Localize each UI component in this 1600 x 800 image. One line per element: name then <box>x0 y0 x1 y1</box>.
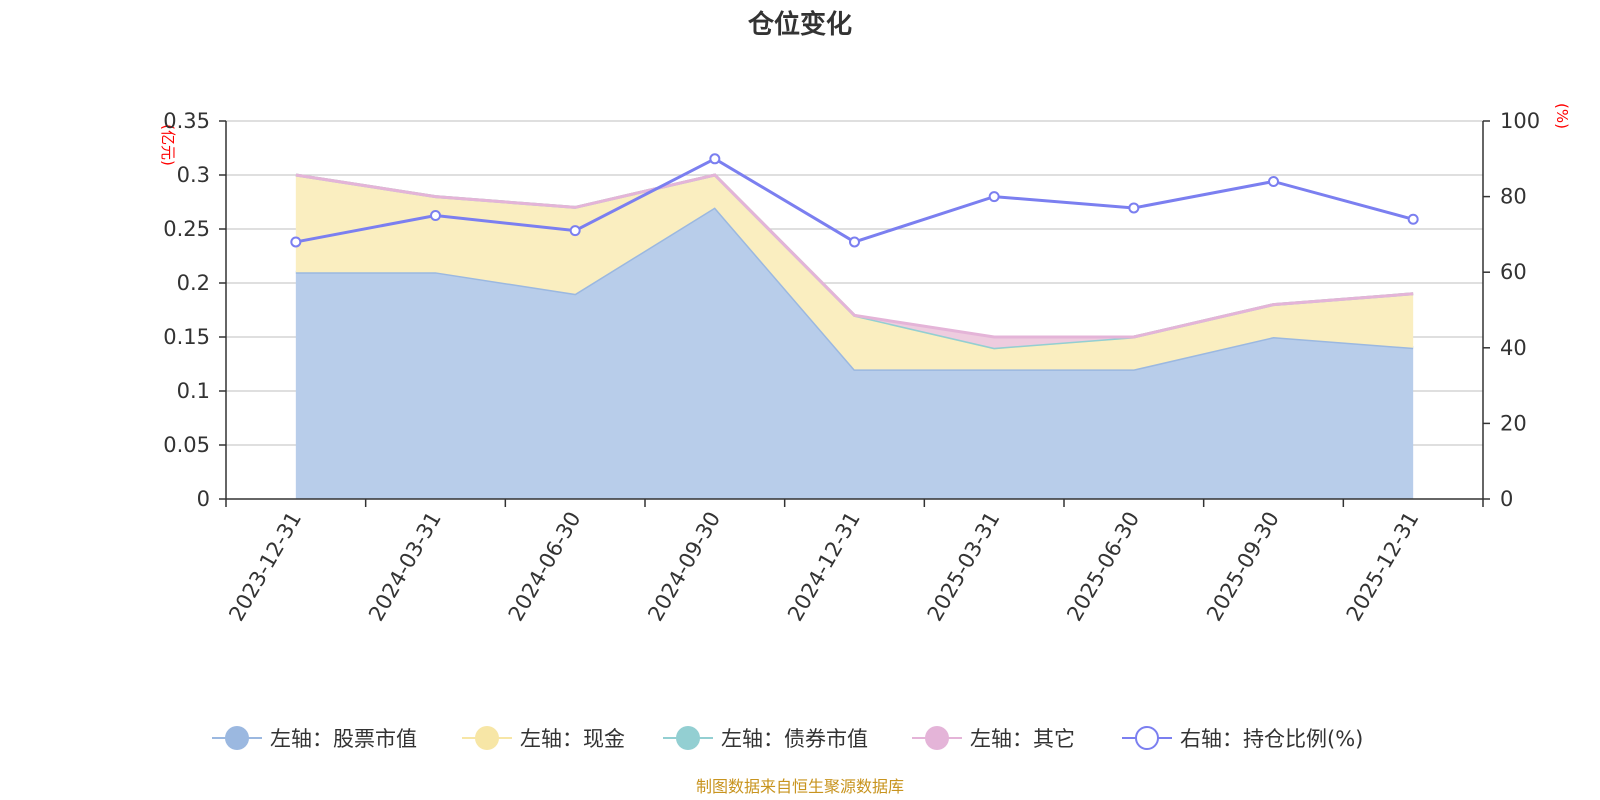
ratio-point <box>988 191 1000 203</box>
line-其它 <box>295 173 1414 339</box>
ratio-point <box>290 236 302 248</box>
right-tick-label: 100 <box>1500 109 1540 133</box>
legend-marker <box>475 726 499 750</box>
area-series <box>295 173 1414 499</box>
left-tick-label: 0.2 <box>177 271 210 295</box>
legend-item: 左轴：债券市值 <box>663 726 868 751</box>
legend-marker <box>1135 726 1159 750</box>
ratio-point <box>849 236 860 248</box>
ratio-point <box>1268 175 1279 187</box>
legend-label: 左轴：股票市值 <box>270 727 417 751</box>
ratio-point <box>430 210 441 221</box>
x-tick-label: 2025-12-31 <box>1342 508 1424 626</box>
x-tick-label: 2025-06-30 <box>1062 508 1144 626</box>
right-axis-unit: (%) <box>1553 103 1571 129</box>
left-tick-label: 0.05 <box>163 433 210 457</box>
left-tick-label: 0.1 <box>177 379 210 403</box>
right-tick-label: 40 <box>1500 336 1527 360</box>
left-axis-unit: (亿元) <box>159 124 177 166</box>
x-tick-label: 2025-03-31 <box>923 508 1005 626</box>
x-tick-label: 2024-06-30 <box>504 508 586 626</box>
chart-title: 仓位变化 <box>747 9 852 40</box>
left-tick-label: 0.15 <box>163 325 210 349</box>
x-tick-label: 2024-09-30 <box>643 508 725 626</box>
legend-marker <box>676 726 700 750</box>
legend: 左轴：股票市值 左轴：现金 左轴：债券市值 左轴：其它 右轴：持仓比例(%) <box>212 726 1363 751</box>
x-tick-label: 2024-12-31 <box>783 508 865 626</box>
x-tick-label: 2025-09-30 <box>1202 508 1284 626</box>
ratio-point <box>709 153 721 165</box>
legend-item: 左轴：其它 <box>912 726 1075 751</box>
left-tick-label: 0.3 <box>177 163 210 187</box>
legend-item: 右轴：持仓比例(%) <box>1122 726 1363 751</box>
area-现金 <box>295 175 1414 370</box>
legend-marker <box>225 726 249 750</box>
ratio-point <box>1128 202 1140 214</box>
data-source-note: 制图数据来自恒生聚源数据库 <box>696 777 904 796</box>
ratio-point <box>1407 213 1419 225</box>
legend-label: 左轴：债券市值 <box>721 727 868 751</box>
area-股票市值 <box>295 207 1414 499</box>
right-tick-label: 0 <box>1500 487 1513 511</box>
left-tick-label: 0 <box>197 487 210 511</box>
legend-item: 左轴：现金 <box>462 726 625 751</box>
right-tick-label: 20 <box>1500 411 1527 435</box>
x-tick-label: 2024-03-31 <box>364 508 446 626</box>
right-tick-label: 60 <box>1500 260 1527 284</box>
legend-label: 左轴：其它 <box>970 727 1075 751</box>
legend-label: 右轴：持仓比例(%) <box>1180 727 1363 751</box>
legend-label: 左轴：现金 <box>520 727 625 751</box>
ratio-line-series <box>290 153 1419 248</box>
legend-marker <box>925 726 949 750</box>
left-tick-label: 0.25 <box>163 217 210 241</box>
left-tick-label: 0.35 <box>163 109 210 133</box>
ratio-point <box>569 225 581 237</box>
right-tick-label: 80 <box>1500 185 1527 209</box>
legend-item: 左轴：股票市值 <box>212 726 417 751</box>
x-tick-label: 2023-12-31 <box>224 508 306 626</box>
